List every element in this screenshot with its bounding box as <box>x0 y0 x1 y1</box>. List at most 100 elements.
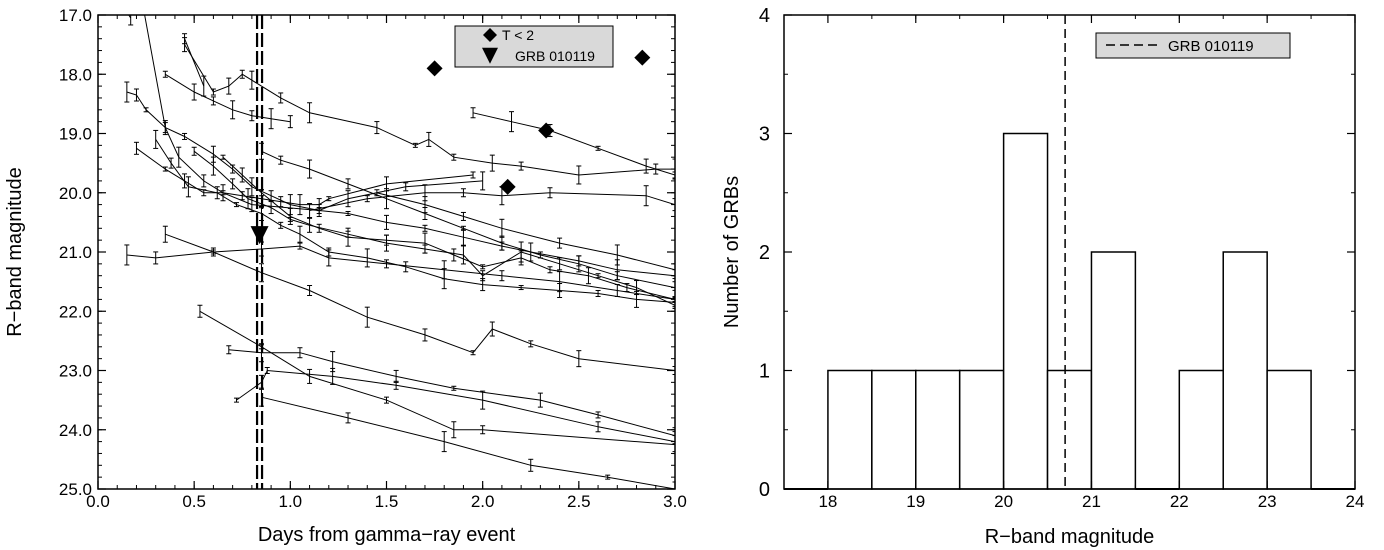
error-bar <box>557 257 563 271</box>
error-bar <box>605 474 611 480</box>
error-bar <box>316 223 322 233</box>
x-tick-label: 23 <box>1258 492 1277 511</box>
error-bar <box>249 110 255 122</box>
error-bar <box>124 81 130 103</box>
legend-diamond-icon <box>483 28 497 42</box>
series-line <box>165 233 675 371</box>
legend-triangle-icon <box>482 47 498 64</box>
error-bar <box>672 296 675 302</box>
x-tick-label: 18 <box>818 492 837 511</box>
error-bar <box>153 251 159 265</box>
error-bar <box>393 380 399 390</box>
diamond-marker <box>634 49 651 66</box>
error-bar <box>316 198 322 212</box>
error-bar <box>470 350 476 356</box>
error-bar <box>672 269 675 283</box>
error-bar <box>297 242 303 250</box>
error-bar <box>451 153 457 161</box>
y-tick-label: 4 <box>759 5 770 27</box>
error-bar <box>307 102 313 124</box>
error-bar <box>537 392 543 408</box>
error-bar <box>489 321 495 337</box>
x-tick-label: 2.5 <box>567 492 591 511</box>
error-bar <box>210 88 216 96</box>
y-tick-label: 22.0 <box>59 302 92 321</box>
error-bar <box>374 121 380 135</box>
series-line <box>261 150 675 289</box>
error-bar <box>297 347 303 359</box>
error-bar <box>201 75 207 97</box>
error-bar <box>384 214 389 230</box>
error-bar <box>326 196 332 202</box>
histogram-bars <box>784 132 1355 490</box>
error-bar <box>210 96 216 106</box>
error-bar <box>133 88 139 102</box>
error-bar <box>384 234 389 246</box>
error-bar <box>624 283 630 293</box>
error-bar <box>672 171 675 179</box>
error-bar <box>672 366 675 375</box>
histogram-bar <box>1002 132 1049 490</box>
error-bar <box>226 77 232 95</box>
y-tick-label: 18.0 <box>59 65 92 84</box>
error-bar <box>422 328 428 342</box>
markers <box>250 49 651 245</box>
diamond-marker <box>499 178 516 195</box>
error-bar <box>537 251 543 259</box>
right-legend: GRB 010119 <box>1095 32 1291 59</box>
error-bar <box>634 290 640 308</box>
error-bar <box>384 396 389 404</box>
error-bar <box>278 196 284 208</box>
histogram-bar <box>871 369 917 490</box>
series-line <box>155 139 675 303</box>
y-tick-label: 20.0 <box>59 184 92 203</box>
error-bar <box>614 271 620 281</box>
error-bar <box>162 70 168 78</box>
error-bar <box>264 367 270 374</box>
error-bar <box>239 191 245 201</box>
error-bar <box>672 481 675 489</box>
error-bar <box>307 217 313 233</box>
error-bar <box>480 264 486 270</box>
error-bar <box>614 284 620 298</box>
lightcurve-lines <box>126 15 675 489</box>
error-bar <box>191 83 197 101</box>
legend-label-t2: T < 2 <box>502 27 534 43</box>
error-bar <box>528 242 534 262</box>
error-bar <box>201 189 207 197</box>
error-bar <box>185 176 191 198</box>
error-bar <box>557 271 563 293</box>
error-bar <box>364 248 370 268</box>
error-bar <box>230 178 236 190</box>
error-bar <box>595 411 601 419</box>
right-x-axis-label: R−band magnitude <box>985 526 1155 548</box>
error-bar <box>470 107 476 119</box>
error-bar <box>278 92 284 104</box>
y-tick-label: 19.0 <box>59 125 92 144</box>
error-bar <box>287 207 293 225</box>
series-line <box>472 112 675 176</box>
error-bar <box>451 385 457 391</box>
error-bar <box>124 10 129 14</box>
histogram-bar <box>958 369 1005 490</box>
error-bar <box>297 194 303 216</box>
error-bar <box>672 198 675 212</box>
x-tick-label: 1.5 <box>375 492 399 511</box>
error-bar <box>345 412 351 424</box>
series-line <box>126 245 675 300</box>
diamond-marker <box>426 60 443 77</box>
error-bar <box>422 196 428 214</box>
x-tick-label: 21 <box>1082 492 1101 511</box>
error-bar <box>307 159 313 179</box>
error-bar <box>297 225 303 243</box>
histogram-bar <box>1046 369 1093 490</box>
error-bar <box>384 259 389 269</box>
error-bar <box>426 131 432 147</box>
error-bar <box>499 235 505 251</box>
error-bar <box>326 249 332 267</box>
error-bar <box>480 171 486 191</box>
error-bar <box>614 244 620 266</box>
